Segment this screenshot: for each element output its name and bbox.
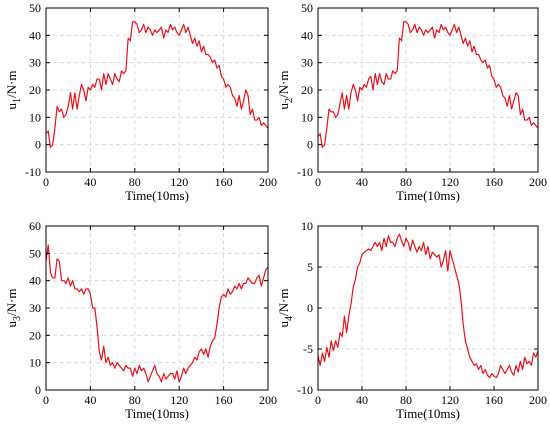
- x-tick-label: 0: [315, 175, 321, 189]
- x-tick-label: 40: [84, 175, 96, 189]
- y-tick-label: -5: [303, 342, 313, 356]
- y-tick-label: 30: [301, 56, 313, 70]
- x-tick-label: 40: [356, 175, 368, 189]
- y-tick-label: 0: [307, 301, 313, 315]
- series-line-u1: [45, 21, 269, 148]
- y-tick-label: 10: [29, 110, 41, 124]
- series-line-u4: [317, 233, 539, 379]
- y-axis-label-base: u: [276, 320, 291, 327]
- y-axis-label-unit: /N·m: [4, 289, 19, 316]
- y-tick-label: 30: [29, 301, 41, 315]
- y-axis-label-base: u: [4, 102, 19, 109]
- y-tick-label: 10: [301, 110, 313, 124]
- y-axis-label-unit: /N·m: [276, 289, 291, 316]
- x-tick-label: 40: [84, 393, 96, 407]
- x-tick-label: 160: [215, 393, 233, 407]
- x-tick-label: 200: [529, 393, 547, 407]
- y-tick-label: 5: [307, 260, 313, 274]
- x-tick-label: 160: [485, 393, 503, 407]
- y-tick-label: 30: [29, 56, 41, 70]
- chart-panel-3: 0 40 80 120 160 200 0 10 20 30 40 50 60 Time(10ms) u3/…: [4, 219, 277, 421]
- y-tick-label: 10: [301, 219, 313, 233]
- y-tick-label: 40: [29, 28, 41, 42]
- y-tick-label: 40: [29, 274, 41, 288]
- y-tick-label: 20: [301, 83, 313, 97]
- y-axis-label-subscript: 2: [284, 98, 295, 103]
- x-tick-label: 120: [170, 175, 188, 189]
- y-axis-label-unit: /N·m: [4, 71, 19, 98]
- y-axis-label-unit: /N·m: [276, 71, 291, 98]
- y-axis-label-base: u: [4, 320, 19, 327]
- chart-panel-2: 0 40 80 120 160 200-1001020304050Time(10ms)u2…: [276, 1, 547, 203]
- y-tick-label: 20: [29, 328, 41, 342]
- y-axis-label-subscript: 4: [284, 316, 295, 321]
- y-tick-label: 0: [307, 138, 313, 152]
- x-axis-label: Time(10ms): [396, 406, 460, 421]
- x-tick-label: 0: [43, 175, 49, 189]
- chart-panel-1: 0 40 80 120 160 200-1001020304050Time(10ms)u1…: [4, 1, 277, 203]
- x-tick-label: 160: [215, 175, 233, 189]
- y-tick-label: -10: [25, 165, 41, 179]
- y-tick-label: 60: [29, 219, 41, 233]
- y-tick-label: 50: [29, 1, 41, 15]
- x-tick-label: 200: [529, 175, 547, 189]
- series-line-u3: [45, 244, 269, 383]
- x-tick-label: 160: [485, 175, 503, 189]
- x-tick-label: 40: [356, 393, 368, 407]
- x-tick-label: 0: [315, 393, 321, 407]
- y-tick-label: -10: [297, 383, 313, 397]
- x-tick-label: 80: [129, 393, 141, 407]
- x-tick-label: 200: [259, 393, 277, 407]
- x-axis-label: Time(10ms): [125, 188, 189, 203]
- y-tick-label: 50: [301, 1, 313, 15]
- x-tick-label: 80: [400, 175, 412, 189]
- y-tick-label: 40: [301, 28, 313, 42]
- y-axis-label: u4/N·m: [276, 289, 295, 328]
- y-axis-label: u1/N·m: [4, 71, 23, 110]
- y-tick-label: 0: [35, 138, 41, 152]
- y-axis-label-subscript: 1: [12, 98, 23, 103]
- x-tick-label: 200: [259, 175, 277, 189]
- x-tick-label: 120: [441, 393, 459, 407]
- x-tick-label: 120: [170, 393, 188, 407]
- y-axis-label: u2/N·m: [276, 71, 295, 110]
- chart-panel-4: 0 40 80 120 160 200 -10 -5 0 5 10 Time(10ms) u4/N·m: [276, 219, 547, 421]
- x-tick-label: 120: [441, 175, 459, 189]
- y-axis-label: u3/N·m: [4, 289, 23, 328]
- y-axis-label-base: u: [276, 102, 291, 109]
- x-tick-label: 0: [43, 393, 49, 407]
- y-tick-label: 10: [29, 356, 41, 370]
- x-tick-label: 80: [400, 393, 412, 407]
- plot-frame: [45, 225, 269, 391]
- plot-frame: [317, 225, 539, 391]
- y-axis-label-subscript: 3: [12, 316, 23, 321]
- y-tick-label: 20: [29, 83, 41, 97]
- x-axis-label: Time(10ms): [125, 406, 189, 421]
- series-line-u2: [317, 21, 539, 148]
- y-tick-label: -10: [297, 165, 313, 179]
- x-tick-label: 80: [129, 175, 141, 189]
- x-axis-label: Time(10ms): [396, 188, 460, 203]
- y-tick-label: 50: [29, 246, 41, 260]
- y-tick-label: 0: [35, 383, 41, 397]
